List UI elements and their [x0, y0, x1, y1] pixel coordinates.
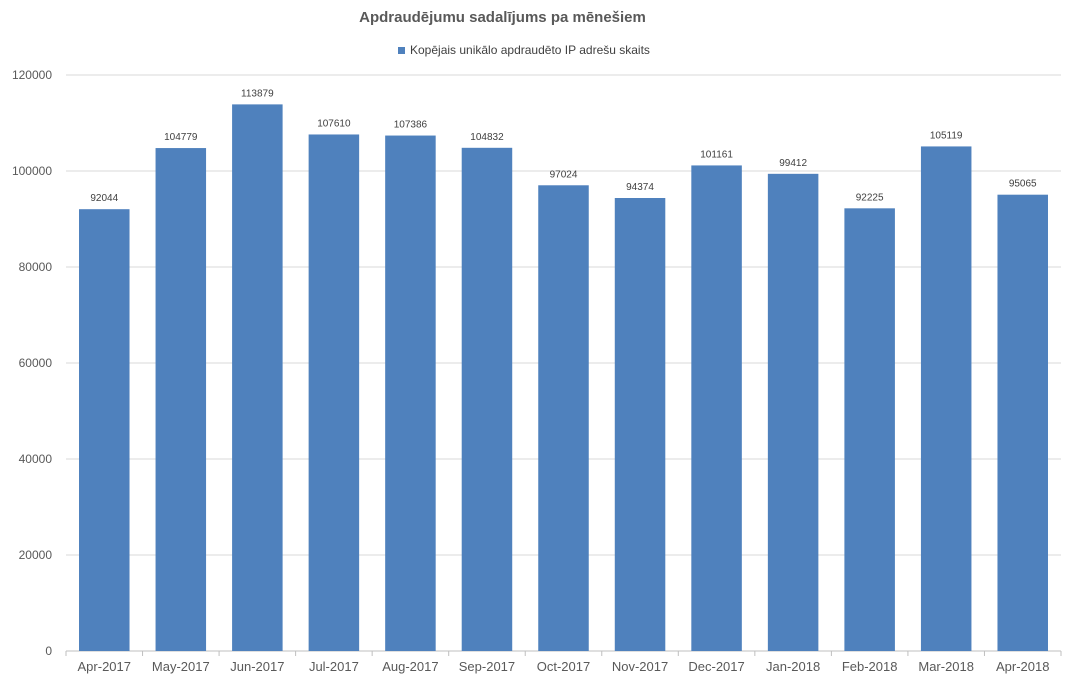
data-label: 94374 — [626, 182, 654, 193]
chart-title: Apdraudējumu sadalījums pa mēnešiem — [359, 9, 646, 26]
y-tick-label: 60000 — [19, 356, 53, 370]
data-label: 104832 — [470, 132, 504, 143]
y-tick-label: 0 — [45, 644, 52, 658]
bar — [997, 194, 1048, 652]
bar — [461, 147, 513, 651]
x-tick-label: Nov-2017 — [612, 659, 668, 674]
bar — [920, 146, 972, 651]
data-label: 101161 — [700, 149, 733, 160]
bar — [308, 134, 360, 652]
legend-label: Kopējais unikālo apdraudēto IP adrešu sk… — [410, 43, 650, 57]
y-tick-label: 80000 — [19, 260, 53, 274]
data-label: 105119 — [930, 130, 963, 141]
x-tick-label: Oct-2017 — [537, 659, 590, 674]
bar — [232, 104, 283, 651]
x-tick-label: Jun-2017 — [230, 659, 284, 674]
data-label: 107610 — [317, 118, 351, 129]
x-tick-label: Sep-2017 — [459, 659, 515, 674]
legend: Kopējais unikālo apdraudēto IP adrešu sk… — [398, 43, 650, 57]
bar — [844, 208, 895, 651]
y-tick-label: 100000 — [12, 164, 52, 178]
legend-swatch — [398, 46, 405, 54]
bar — [79, 209, 130, 652]
x-tick-label: Jan-2018 — [766, 659, 820, 674]
data-label: 97024 — [550, 169, 578, 180]
x-tick-label: Dec-2017 — [688, 659, 744, 674]
bar — [155, 148, 207, 652]
x-tick-label: Apr-2017 — [78, 659, 131, 674]
data-label: 95065 — [1009, 179, 1037, 190]
bar — [767, 173, 819, 652]
x-tick-label: Jul-2017 — [309, 659, 359, 674]
bar — [385, 135, 436, 652]
x-tick-label: Feb-2018 — [842, 659, 898, 674]
x-tick-label: Apr-2018 — [996, 659, 1049, 674]
data-label: 104779 — [164, 132, 198, 143]
bar — [614, 198, 666, 651]
bar — [538, 185, 589, 652]
data-label: 107386 — [394, 120, 428, 131]
data-label: 92044 — [90, 193, 118, 204]
x-tick-label: Mar-2018 — [918, 659, 974, 674]
x-tick-label: Aug-2017 — [382, 659, 438, 674]
data-label: 99412 — [779, 158, 807, 169]
y-tick-label: 40000 — [19, 452, 53, 466]
y-tick-label: 120000 — [12, 68, 52, 82]
x-tick-label: May-2017 — [152, 659, 210, 674]
bar — [691, 165, 742, 652]
y-tick-label: 20000 — [19, 548, 53, 562]
data-label: 92225 — [856, 192, 884, 203]
data-label: 113879 — [241, 88, 274, 99]
